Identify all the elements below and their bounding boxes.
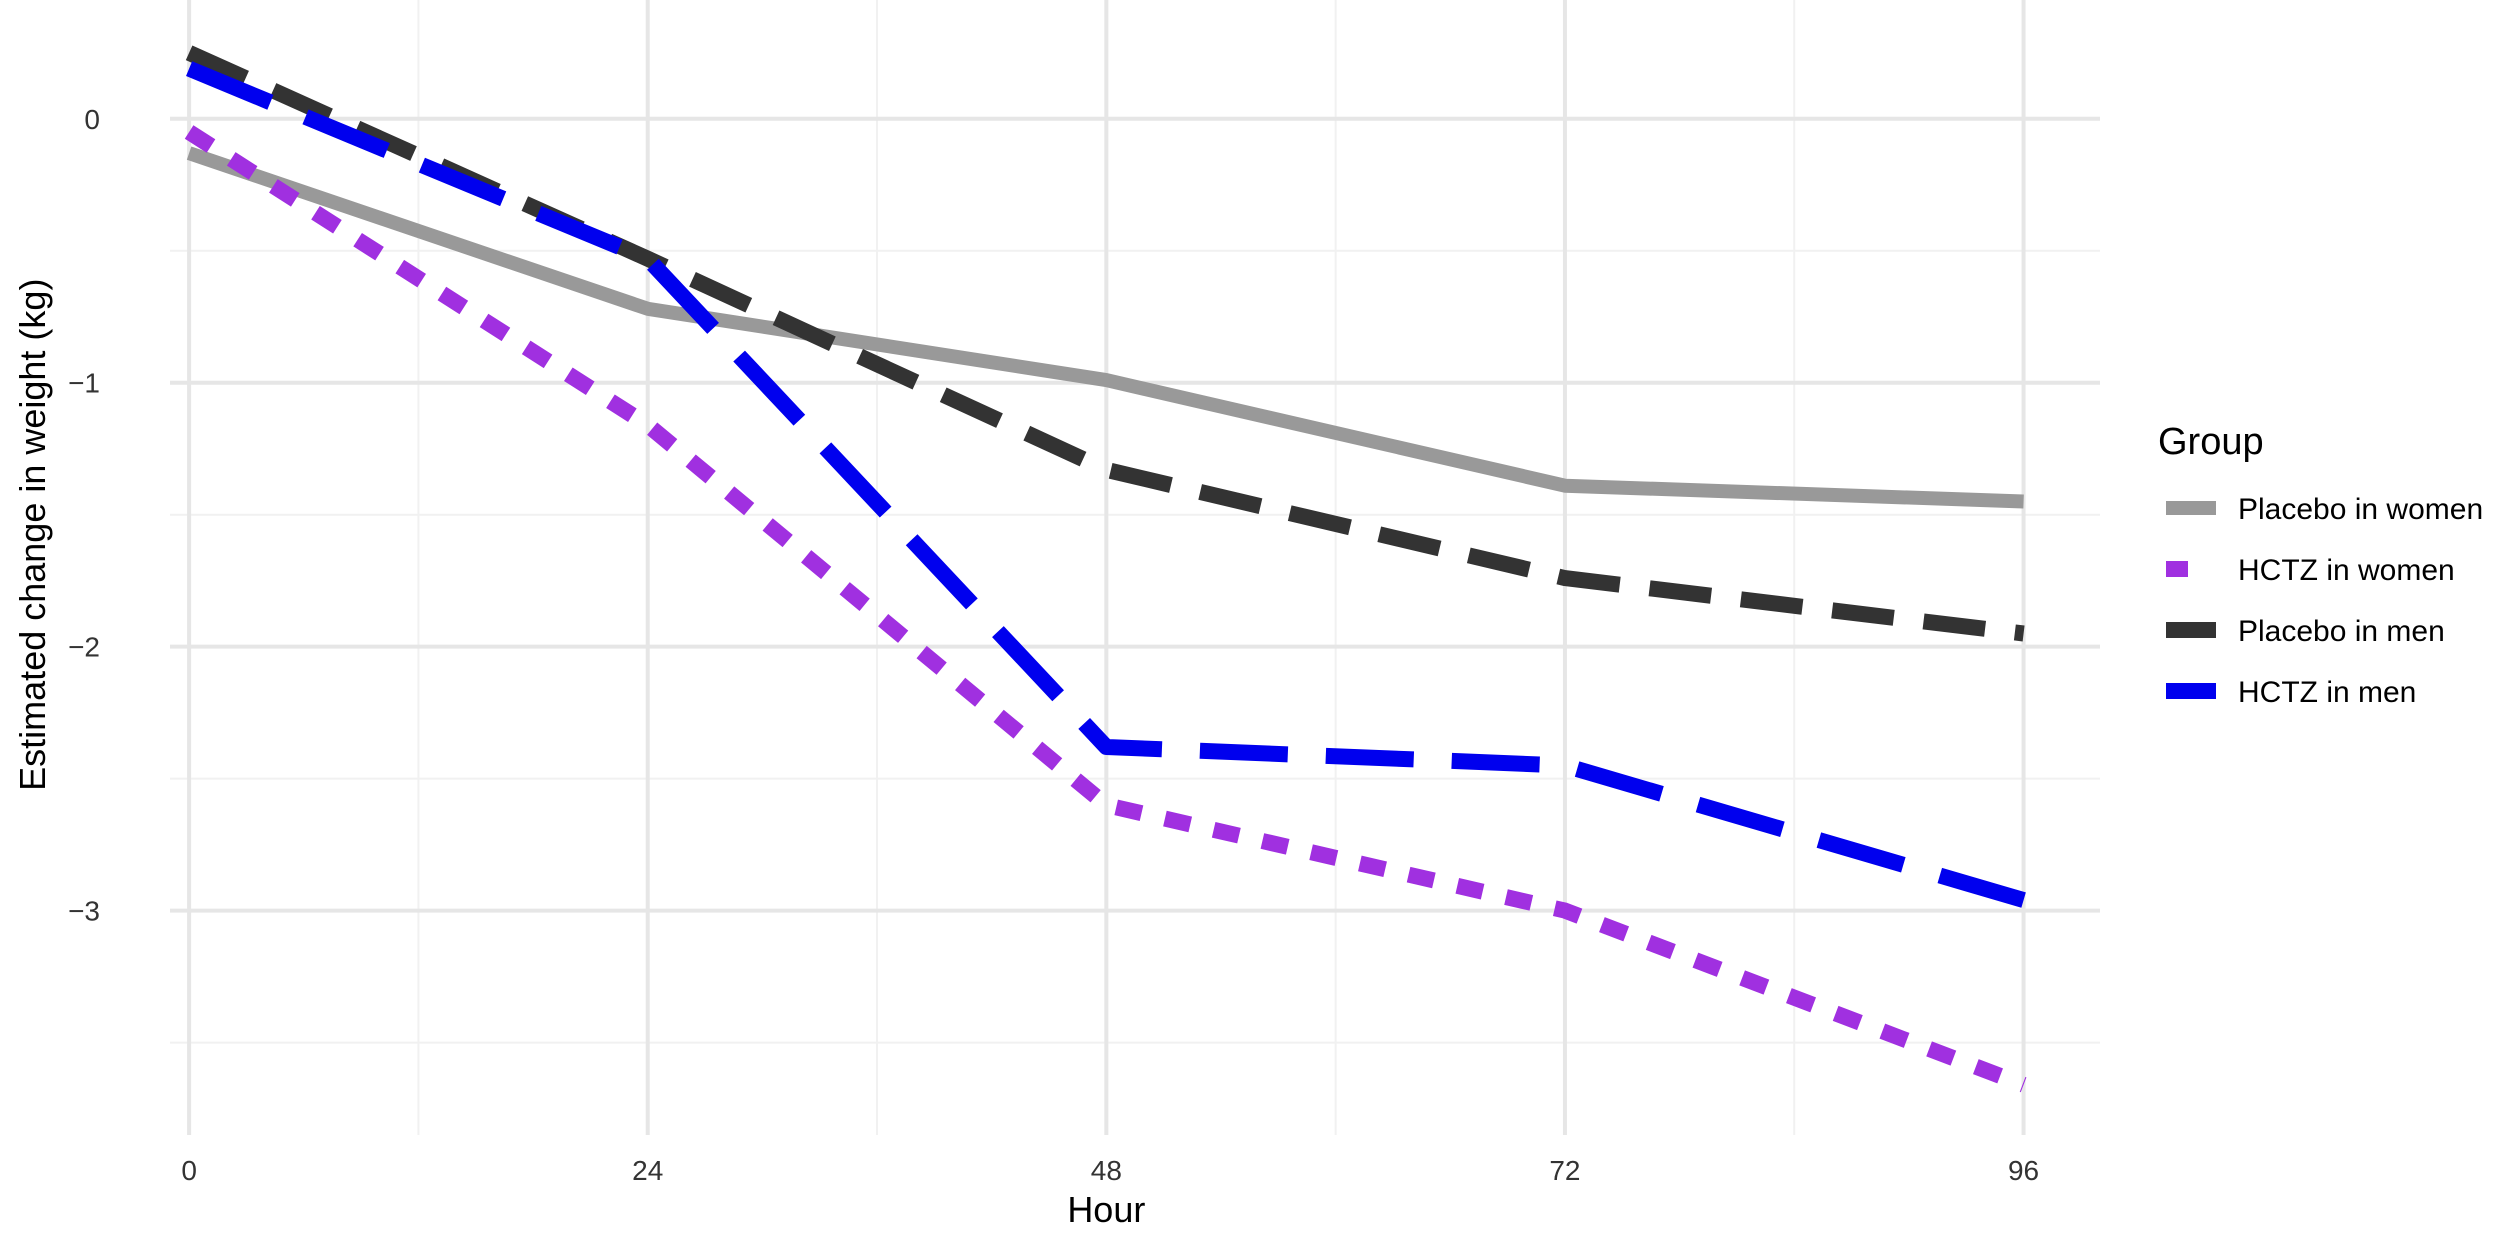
series-line-1 [184,125,2027,1093]
series-lines [184,45,2027,1093]
x-tick-label: 96 [2008,1155,2039,1186]
series-line-3 [186,61,2026,908]
x-tick-label: 24 [632,1155,663,1186]
y-tick-label: −3 [68,896,100,927]
legend-label-3: HCTZ in men [2238,676,2416,709]
y-tick-labels: 0 −1 −2 −3 [68,104,100,927]
y-tick-label: −1 [68,368,100,399]
y-axis-title: Estimated change in weight (kg) [12,279,53,791]
x-tick-labels: 0 24 48 72 96 [181,1155,2039,1186]
legend-label-0: Placebo in women [2238,493,2483,526]
legend-label-1: HCTZ in women [2238,554,2455,587]
x-tick-label: 48 [1091,1155,1122,1186]
legend-label-2: Placebo in men [2238,615,2445,648]
x-tick-label: 72 [1549,1155,1580,1186]
y-tick-label: 0 [84,104,100,135]
legend: Group Placebo in women HCTZ in women Place… [2158,421,2483,709]
x-tick-label: 0 [181,1155,197,1186]
y-tick-label: −2 [68,632,100,663]
series-line-0 [186,146,2024,509]
x-axis-title: Hour [1067,1189,1145,1230]
legend-title: Group [2158,421,2264,463]
grid-major [170,0,2100,1135]
